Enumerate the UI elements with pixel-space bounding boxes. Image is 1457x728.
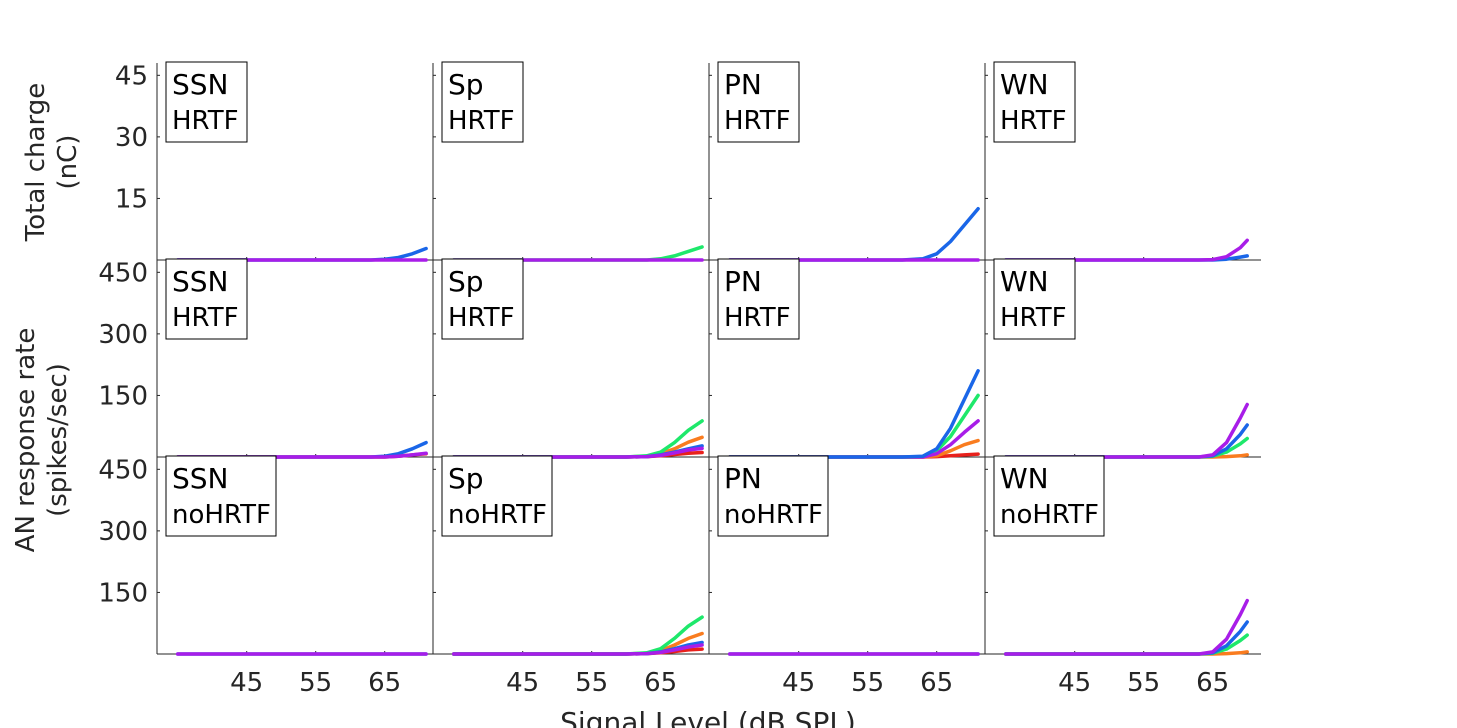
x-tick-label: 45 [1058, 668, 1091, 698]
annotation-subtitle: HRTF [724, 303, 791, 333]
series-line-blue [727, 206, 980, 262]
y-tick-label: 450 [98, 258, 148, 288]
annotation-box [993, 258, 1076, 340]
annotation-subtitle: HRTF [172, 106, 239, 136]
x-tick-label: 65 [1196, 668, 1229, 698]
row1-ylabel-line1: Total charge [21, 83, 51, 242]
x-tick-label: 45 [506, 668, 539, 698]
y-tick-label: 450 [98, 455, 148, 485]
annotation-subtitle: HRTF [448, 106, 515, 136]
annotation-subtitle: HRTF [448, 303, 515, 333]
series-line-blue [727, 369, 980, 459]
x-tick-label: 65 [920, 668, 953, 698]
panel-r1-c4: WN HRTF [984, 61, 1261, 262]
row23-ylabel-line2: (spikes/sec) [43, 363, 73, 517]
annotation-box [441, 61, 524, 143]
x-tick-label: 45 [782, 668, 815, 698]
panel-r2-c2: Sp HRTF [432, 258, 709, 459]
annotation-title: Sp [448, 265, 484, 298]
x-tick-label: 55 [575, 668, 608, 698]
annotation-box [441, 258, 524, 340]
annotation-title: WN [1000, 462, 1049, 495]
series-line-blue [1003, 620, 1249, 656]
annotation-box [717, 455, 829, 537]
panel-r3-c4: 45 55 65 WN noHRTF [984, 455, 1261, 698]
y-tick-label: 300 [98, 320, 148, 350]
series-line-magenta [727, 419, 980, 459]
annotation-title: Sp [448, 68, 484, 101]
series-line-magenta [1003, 598, 1249, 656]
annotation-box [441, 455, 553, 537]
x-tick-label: 55 [851, 668, 884, 698]
annotation-title: WN [1000, 265, 1049, 298]
annotation-title: WN [1000, 68, 1049, 101]
panel-r3-c2: 45 55 65 Sp noHRTF [432, 455, 709, 698]
annotation-subtitle: noHRTF [1000, 500, 1099, 530]
annotation-box [717, 61, 800, 143]
annotation-title: PN [724, 68, 762, 101]
annotation-title: SSN [172, 68, 229, 101]
annotation-box [717, 258, 800, 340]
panel-r1-c2: Sp HRTF [432, 61, 709, 262]
panel-r2-c1: 150 300 450 SSN HRTF [98, 258, 433, 459]
annotation-box [165, 61, 248, 143]
y-tick-label: 45 [115, 61, 148, 91]
panel-r2-c3: PN HRTF [708, 258, 985, 459]
series-line-blue [175, 440, 428, 459]
series-line-green [727, 393, 980, 459]
annotation-title: SSN [172, 265, 229, 298]
series-line-magenta [1003, 238, 1249, 262]
x-tick-label: 55 [1127, 668, 1160, 698]
panel-r1-c3: PN HRTF [708, 61, 985, 262]
x-tick-label: 65 [644, 668, 677, 698]
x-tick-label: 65 [368, 668, 401, 698]
annotation-subtitle: HRTF [172, 303, 239, 333]
series-line-blue [1003, 423, 1249, 459]
annotation-subtitle: HRTF [1000, 106, 1067, 136]
annotation-title: Sp [448, 462, 484, 495]
y-tick-label: 30 [115, 123, 148, 153]
annotation-subtitle: HRTF [1000, 303, 1067, 333]
panel-r1-c1: 15 30 45 SSN HRTF [115, 61, 433, 262]
annotation-subtitle: HRTF [724, 106, 791, 136]
annotation-box [165, 455, 277, 537]
y-tick-label: 300 [98, 517, 148, 547]
panel-r2-c4: WN HRTF [984, 258, 1261, 459]
annotation-title: SSN [172, 462, 229, 495]
panels-group: 15 30 45 SSN HRTF Sp HRTF PN HRTF WN HRTF 150 300 450… [98, 61, 1261, 698]
annotation-box [993, 455, 1105, 537]
x-tick-label: 45 [230, 668, 263, 698]
annotation-subtitle: noHRTF [724, 500, 823, 530]
annotation-title: PN [724, 462, 762, 495]
y-tick-label: 150 [98, 578, 148, 608]
panel-r3-c3: 45 55 65 PN noHRTF [708, 455, 985, 698]
annotation-subtitle: noHRTF [172, 500, 271, 530]
series-line-magenta [451, 643, 704, 656]
x-tick-label: 55 [299, 668, 332, 698]
x-axis-label: Signal Level (dB SPL) [560, 706, 856, 728]
annotation-subtitle: noHRTF [448, 500, 547, 530]
y-tick-label: 15 [115, 184, 148, 214]
series-line-green [451, 245, 704, 262]
row23-ylabel-line1: AN response rate [11, 328, 41, 553]
annotation-box [993, 61, 1076, 143]
annotation-title: PN [724, 265, 762, 298]
annotation-box [165, 258, 248, 340]
y-tick-label: 150 [98, 381, 148, 411]
panel-r3-c1: 150 300 450 45 55 65 SSN noHRTF [98, 455, 433, 698]
series-line-magenta [1003, 402, 1249, 459]
row1-ylabel-line2: (nC) [53, 135, 83, 190]
